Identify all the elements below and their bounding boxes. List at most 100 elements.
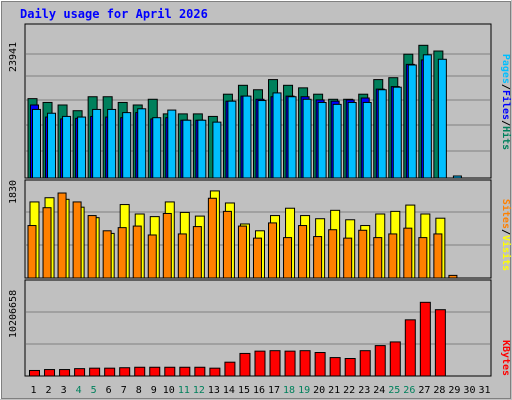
hits-panel-legend: Pages/Files/Hits (500, 54, 512, 150)
kbytes-bar-day-28 (434, 309, 446, 377)
x-tick-label-day-25: 25 (388, 385, 400, 396)
x-tick-label-day-11: 11 (178, 385, 190, 396)
pages-bar-day-9 (152, 117, 162, 179)
sites-bar-day-15 (237, 225, 247, 279)
kbytes-bar-day-21 (329, 357, 341, 377)
kbytes-bar-day-25 (389, 341, 401, 377)
legend-sep-1: / (500, 84, 511, 90)
sites-bar-day-6 (102, 230, 112, 279)
x-tick-label-day-1: 1 (31, 385, 37, 396)
x-tick-label-day-23: 23 (358, 385, 370, 396)
kbytes-bar-day-11 (179, 366, 191, 377)
x-tick-label-day-10: 10 (163, 385, 175, 396)
kbytes-bar-day-2 (44, 369, 56, 377)
x-axis-day-labels: 1 2 3 4 5 6 7 8 9 10 11 12 13 14 15 16 17 18 19 20 21 22 23 24 2… (31, 385, 491, 396)
pages-bar-day-20 (317, 101, 327, 179)
x-tick-label-day-29: 29 (448, 385, 460, 396)
x-tick-label-day-8: 8 (136, 385, 142, 396)
legend-sep-3: / (500, 229, 511, 235)
svg-text:Sites/Visits: Sites/Visits (500, 199, 512, 271)
pages-bar-day-21 (332, 103, 342, 179)
pages-bar-day-1 (32, 108, 41, 179)
sites-bar-day-9 (147, 234, 157, 279)
pages-bar-day-27 (422, 54, 432, 179)
sites-bar-day-18 (283, 237, 293, 279)
kbytes-bar-day-16 (254, 350, 266, 377)
pages-bar-day-8 (137, 108, 147, 179)
x-tick-label-day-16: 16 (253, 385, 265, 396)
pages-bar-day-2 (47, 112, 57, 179)
pages-bar-day-26 (407, 64, 417, 179)
hits-ymax-label: 23941 (8, 42, 19, 72)
x-tick-label-day-18: 18 (283, 385, 295, 396)
x-tick-label-day-12: 12 (193, 385, 205, 396)
sites-bar-day-23 (358, 229, 368, 279)
kbytes-bar-day-23 (359, 350, 371, 377)
kbytes-bar-day-9 (149, 366, 161, 377)
sites-bar-day-22 (343, 237, 353, 279)
kbytes-bar-day-19 (299, 350, 311, 377)
pages-bar-day-5 (92, 108, 102, 179)
legend-sep-2: / (500, 120, 511, 126)
kbytes-bar-day-18 (284, 350, 296, 377)
legend-pages: Pages (500, 54, 511, 84)
x-tick-label-day-22: 22 (343, 385, 355, 396)
sites-bar-day-12 (192, 226, 202, 279)
sites-bar-day-4 (72, 201, 82, 279)
sites-bar-day-8 (132, 225, 142, 279)
sites-bar-day-29 (448, 274, 458, 279)
sites-bar-day-2 (42, 207, 52, 279)
pages-bar-day-11 (182, 119, 192, 179)
sites-bar-day-19 (298, 225, 308, 279)
x-tick-label-day-7: 7 (121, 385, 127, 396)
pages-bar-day-29 (452, 175, 462, 179)
hits-files-pages-panel (24, 23, 492, 179)
kbytes-bar-day-6 (104, 367, 116, 377)
pages-bar-day-12 (197, 119, 207, 179)
x-tick-label-day-5: 5 (91, 385, 97, 396)
kbytes-bar-day-3 (59, 369, 71, 377)
x-tick-label-day-17: 17 (268, 385, 280, 396)
sites-bar-day-25 (388, 233, 398, 279)
sites-bar-day-5 (87, 215, 97, 279)
x-tick-label-day-9: 9 (151, 385, 157, 396)
sites-bar-day-16 (252, 237, 262, 279)
kbytes-panel-legend: KBytes (500, 340, 511, 376)
sites-visits-panel (24, 179, 492, 279)
x-tick-label-day-2: 2 (46, 385, 52, 396)
kbytes-bar-day-14 (224, 361, 236, 377)
kbytes-bar-day-20 (314, 352, 326, 377)
x-tick-label-day-19: 19 (298, 385, 310, 396)
pages-bar-day-10 (167, 109, 177, 179)
x-tick-label-day-14: 14 (223, 385, 235, 396)
x-tick-label-day-20: 20 (313, 385, 325, 396)
x-tick-label-day-6: 6 (106, 385, 112, 396)
x-tick-label-day-13: 13 (208, 385, 220, 396)
sites-bar-day-20 (313, 236, 323, 279)
sites-bar-day-1 (27, 225, 37, 279)
kbytes-bar-day-4 (74, 368, 86, 377)
sites-bar-day-7 (117, 227, 127, 279)
pages-bar-day-15 (242, 95, 252, 179)
sites-bar-day-11 (177, 233, 187, 279)
kbytes-bar-day-15 (239, 352, 251, 377)
sites-bar-day-21 (328, 229, 338, 279)
pages-bar-day-14 (227, 100, 237, 179)
kbytes-bar-day-5 (89, 367, 101, 377)
x-tick-label-day-28: 28 (433, 385, 445, 396)
kbytes-bar-day-13 (209, 367, 221, 377)
kbytes-panel (24, 279, 492, 377)
pages-bar-day-24 (377, 89, 387, 179)
pages-bar-day-23 (362, 101, 372, 179)
x-tick-label-day-24: 24 (373, 385, 385, 396)
pages-bar-day-13 (212, 121, 222, 179)
kbytes-bar-day-17 (269, 350, 281, 377)
pages-bar-day-25 (392, 86, 402, 179)
pages-bar-day-18 (287, 96, 297, 179)
pages-bar-day-28 (437, 58, 447, 179)
pages-bar-day-6 (107, 108, 117, 179)
x-tick-label-day-4: 4 (76, 385, 82, 396)
kbytes-bar-day-24 (374, 345, 386, 377)
legend-files: Files (500, 90, 512, 120)
